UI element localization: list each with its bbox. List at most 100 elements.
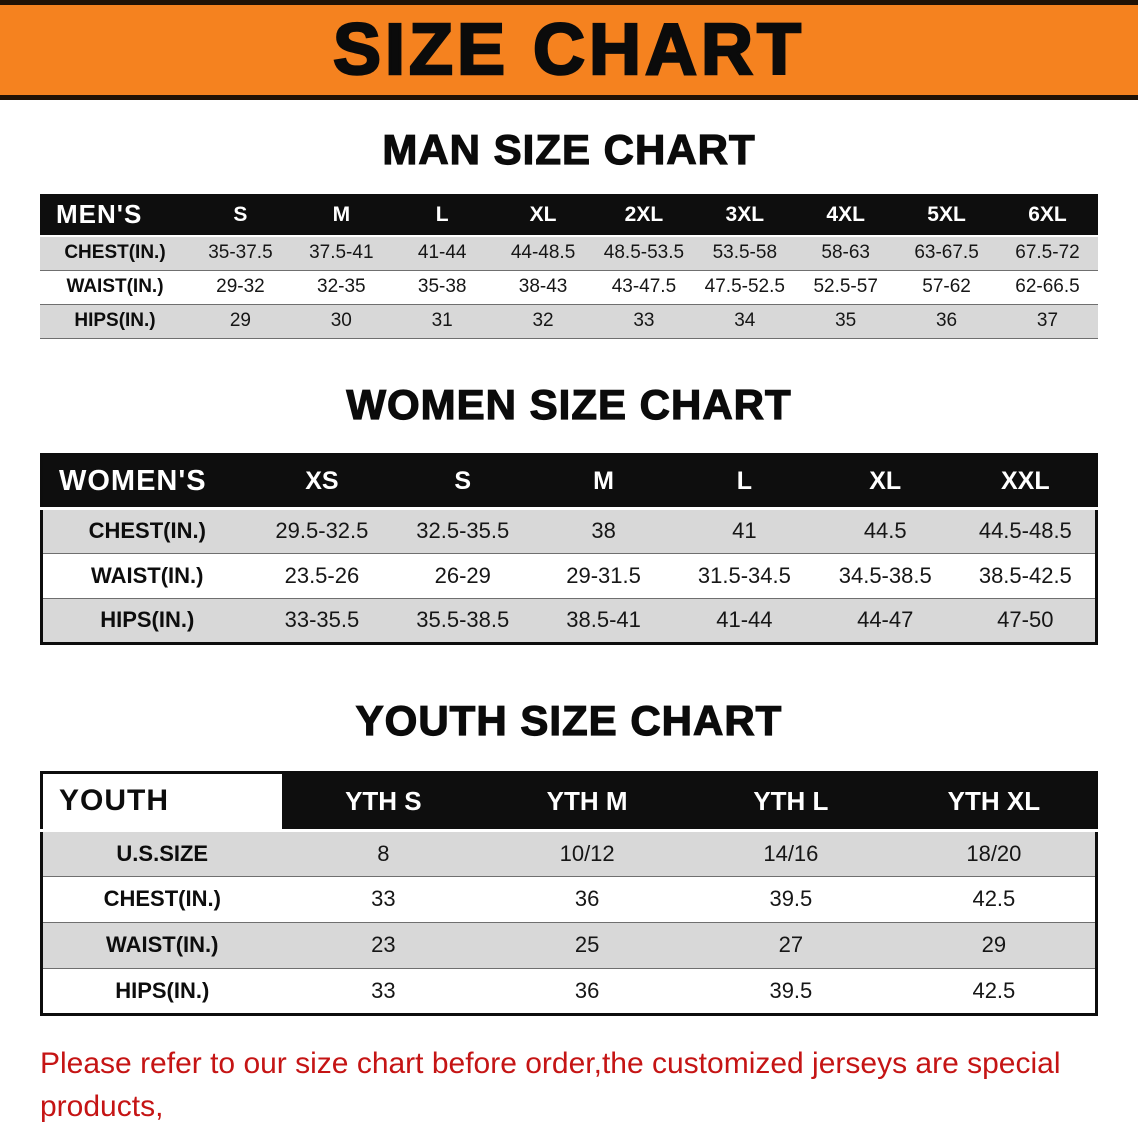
size-value: 32-35 [317, 276, 366, 297]
size-value: 36 [574, 886, 600, 911]
size-column-header: 4XL [795, 194, 897, 237]
table-title-cell: YOUTH [41, 772, 282, 832]
size-value: 30 [330, 310, 352, 331]
measurement-row: HIPS(IN.) 33-35.5 35.5-38.5 38.5-41 41-44 44-… [41, 598, 1097, 643]
size-column-header: 6XL [997, 194, 1098, 237]
women-size-section: WOMEN SIZE CHART WOMEN'S XS S M L XL XXL CHEST(… [0, 380, 1138, 645]
size-value: 33 [371, 977, 396, 1003]
table-title-cell: MEN'S [40, 194, 190, 237]
measurement-row: HIPS(IN.) 33 36 39.5 42.5 [41, 968, 1097, 1014]
size-value: 39.5 [769, 886, 813, 911]
size-value: 41-44 [716, 607, 773, 632]
size-value: 32 [532, 310, 554, 331]
size-column-header: S [190, 194, 291, 237]
size-value: 33 [371, 886, 396, 911]
men-size-table: MEN'S S M L XL 2XL 3XL 4XL 5XL 6XL CHEST(IN.) 35-37… [40, 194, 1098, 339]
size-value: 38 [591, 518, 616, 543]
size-value: 29-32 [216, 276, 265, 297]
row-label: WAIST(IN.) [91, 562, 204, 588]
measurement-row: CHEST(IN.) 29.5-32.5 32.5-35.5 38 41 44.5 44.5… [41, 508, 1097, 553]
youth-section-heading: YOUTH SIZE CHART [355, 696, 783, 744]
row-label: HIPS(IN.) [74, 310, 156, 331]
size-value: 53.5-58 [712, 242, 778, 264]
size-column-header: L [673, 454, 815, 510]
size-value: 25 [574, 932, 600, 957]
disclaimer-line-2: we don't accept cancel, change, teturn o… [40, 1129, 1098, 1132]
table-title-cell: WOMEN'S [41, 454, 252, 510]
size-value: 23.5-26 [284, 562, 360, 588]
measurement-row: CHEST(IN.) 33 36 39.5 42.5 [41, 876, 1097, 922]
size-value: 31.5-34.5 [697, 562, 791, 588]
size-value: 35-38 [417, 276, 467, 297]
size-column-header: XL [492, 194, 594, 237]
size-column-header: 3XL [694, 194, 796, 237]
size-value: 29 [981, 932, 1007, 957]
size-value: 37.5-41 [309, 242, 374, 264]
row-label: WAIST(IN.) [66, 276, 164, 297]
disclaimer-line-1: Please refer to our size chart before or… [40, 1046, 1061, 1124]
size-value: 42.5 [972, 886, 1016, 911]
size-value: 35 [835, 310, 857, 331]
size-column-header: YTH L [689, 772, 893, 832]
row-label: WAIST(IN.) [106, 932, 219, 957]
size-value: 10/12 [559, 840, 615, 866]
size-value: 34.5-38.5 [838, 562, 932, 588]
header-row: WOMEN'S XS S M L XL XXL [41, 454, 1097, 510]
size-value: 31 [431, 310, 453, 331]
size-value: 62-66.5 [1015, 276, 1080, 297]
row-label: HIPS(IN.) [115, 977, 210, 1003]
size-value: 47-50 [997, 607, 1054, 632]
disclaimer: Please refer to our size chart before or… [40, 1042, 1098, 1132]
youth-size-table: YOUTH YTH S YTH M YTH L YTH XL U.S.SIZE 8 10/12… [40, 770, 1098, 1016]
measurement-row: WAIST(IN.) 23.5-26 26-29 29-31.5 31.5-34.5 34… [41, 553, 1097, 598]
size-value: 35-37.5 [208, 242, 273, 264]
women-section-heading: WOMEN SIZE CHART [346, 380, 792, 428]
size-value: 8 [377, 840, 390, 866]
size-value: 18/20 [966, 840, 1022, 866]
size-value: 27 [778, 932, 804, 957]
size-column-header: M [533, 454, 674, 510]
size-column-header: M [290, 194, 392, 237]
page-title: SIZE CHART [332, 10, 805, 90]
size-value: 48.5-53.5 [603, 242, 685, 264]
size-column-header: XXL [955, 454, 1097, 510]
size-value: 41-44 [417, 242, 467, 264]
size-column-header: 2XL [593, 194, 695, 237]
size-value: 32.5-35.5 [416, 518, 510, 543]
measurement-row: U.S.SIZE 8 10/12 14/16 18/20 [41, 830, 1097, 876]
size-value: 33-35.5 [284, 607, 360, 632]
size-value: 63-67.5 [914, 242, 979, 264]
size-column-header: YTH M [485, 772, 689, 832]
measurement-row: WAIST(IN.) 23 25 27 29 [41, 922, 1097, 968]
measurement-row: CHEST(IN.) 35-37.5 37.5-41 41-44 44-48.5 48.5… [40, 236, 1098, 270]
size-value: 29.5-32.5 [275, 518, 369, 543]
size-column-header: YTH S [281, 772, 486, 832]
size-value: 39.5 [769, 977, 813, 1003]
header-row: MEN'S S M L XL 2XL 3XL 4XL 5XL 6XL [40, 194, 1098, 237]
row-label: CHEST(IN.) [64, 242, 166, 264]
size-value: 37 [1036, 310, 1059, 331]
size-value: 29 [229, 310, 251, 331]
measurement-row: WAIST(IN.) 29-32 32-35 35-38 38-43 43-47.5 47.… [40, 270, 1098, 304]
size-column-header: 5XL [896, 194, 997, 237]
size-value: 35.5-38.5 [416, 607, 510, 632]
size-value: 42.5 [972, 977, 1016, 1003]
size-column-header: S [392, 454, 534, 510]
row-label: U.S.SIZE [116, 840, 209, 866]
size-value: 57-62 [922, 276, 971, 297]
banner: SIZE CHART [0, 0, 1138, 100]
row-label: CHEST(IN.) [103, 886, 221, 911]
size-value: 43-47.5 [611, 276, 677, 297]
row-label: HIPS(IN.) [100, 607, 195, 632]
men-section-heading: MAN SIZE CHART [382, 125, 756, 173]
size-value: 33 [633, 310, 655, 331]
size-value: 14/16 [763, 840, 819, 866]
size-value: 41 [732, 518, 757, 543]
women-size-table: WOMEN'S XS S M L XL XXL CHEST(IN.) 29.5-32.5 32.5… [40, 452, 1098, 645]
size-value: 44.5-48.5 [978, 518, 1072, 543]
size-value: 44-47 [857, 607, 914, 632]
size-value: 47.5-52.5 [704, 276, 785, 297]
size-value: 67.5-72 [1015, 242, 1080, 264]
size-value: 26-29 [434, 562, 491, 588]
